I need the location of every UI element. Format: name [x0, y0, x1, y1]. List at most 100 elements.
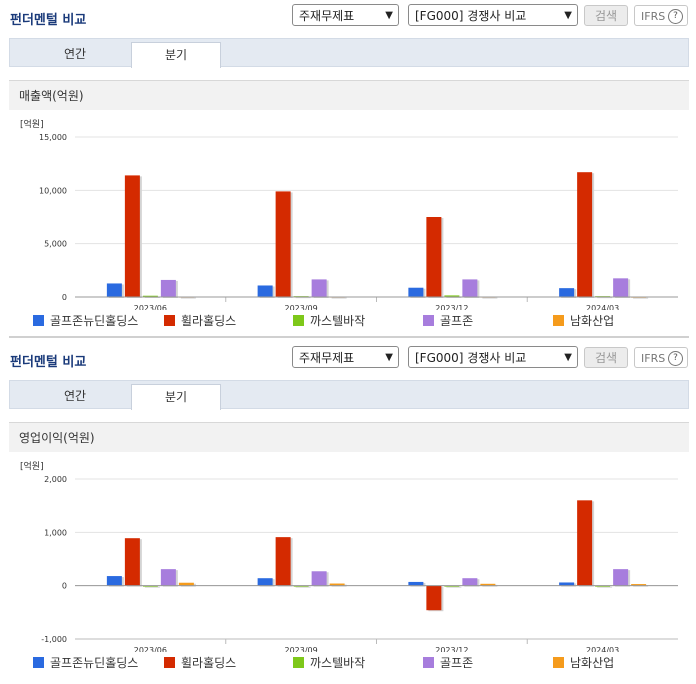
panel-header: 펀더멘털 비교 주재무제표 ▼ [FG000] 경쟁사 비교 ▼ 검색 IFRS…: [0, 342, 696, 374]
period-tabs: 연간 분기: [9, 38, 689, 68]
legend-item[interactable]: 골프존뉴딘홀딩스: [33, 312, 138, 330]
y-tick-label: -1,000: [41, 635, 67, 644]
legend-item[interactable]: 골프존: [423, 312, 473, 330]
tab-annual[interactable]: 연간: [63, 389, 87, 403]
x-tick-label: 2023/12: [435, 304, 468, 310]
legend-swatch: [33, 315, 44, 326]
legend-item[interactable]: 골프존뉴딘홀딩스: [33, 654, 138, 672]
bar[interactable]: [275, 191, 291, 297]
bar[interactable]: [106, 576, 122, 586]
ifrs-button[interactable]: IFRS ?: [634, 347, 688, 368]
legend-item[interactable]: 골프존: [423, 654, 473, 672]
bar[interactable]: [275, 537, 291, 586]
bar[interactable]: [160, 279, 176, 297]
compare-select-value: [FG000] 경쟁사 비교: [415, 9, 527, 23]
legend-label: 골프존뉴딘홀딩스: [50, 314, 139, 328]
statement-select-value: 주재무제표: [299, 9, 355, 23]
bar[interactable]: [106, 283, 122, 297]
bar[interactable]: [160, 569, 176, 586]
unit-label: [억원]: [20, 460, 44, 472]
bar[interactable]: [444, 295, 460, 297]
x-tick-label: 2023/09: [285, 646, 318, 652]
bar[interactable]: [311, 279, 327, 297]
bar[interactable]: [293, 585, 309, 587]
legend-label: 휠라홀딩스: [181, 314, 237, 328]
tab-quarterly[interactable]: 분기: [131, 42, 221, 68]
ifrs-label: IFRS: [641, 10, 666, 23]
bar-shadow: [144, 586, 160, 588]
bar[interactable]: [559, 582, 575, 586]
legend-label: 휠라홀딩스: [181, 656, 237, 670]
bar[interactable]: [559, 288, 575, 297]
bar-shadow: [482, 297, 498, 299]
panel-revenue: 펀더멘털 비교 주재무제표 ▼ [FG000] 경쟁사 비교 ▼ 검색 IFRS…: [9, 4, 689, 338]
bar[interactable]: [142, 295, 158, 297]
tab-annual[interactable]: 연간: [63, 47, 87, 61]
bar[interactable]: [577, 172, 593, 297]
bar[interactable]: [631, 584, 647, 586]
bar[interactable]: [124, 538, 140, 586]
revenue-chart: [억원] 0 5,000 10,000 15,000 2023/06 2023/09 2023…: [20, 118, 678, 310]
legend-item[interactable]: 까스텔바작: [293, 654, 365, 672]
bar[interactable]: [408, 287, 424, 297]
bar[interactable]: [142, 585, 158, 587]
help-icon[interactable]: ?: [668, 9, 683, 24]
x-tick-label: 2023/12: [435, 646, 468, 652]
x-tick-label: 2024/03: [586, 304, 619, 310]
bar-shadow: [331, 297, 347, 299]
legend-label: 까스텔바작: [310, 314, 366, 328]
statement-select[interactable]: 주재무제표 ▼: [292, 346, 399, 368]
page-title: 펀더멘털 비교: [10, 13, 87, 28]
bar-shadow: [295, 297, 311, 299]
bar[interactable]: [577, 500, 593, 586]
legend-swatch: [293, 315, 304, 326]
bar[interactable]: [329, 583, 345, 586]
legend-item[interactable]: 남화산업: [553, 312, 614, 330]
bar[interactable]: [426, 585, 442, 611]
search-button[interactable]: 검색: [584, 347, 628, 368]
page-title: 펀더멘털 비교: [10, 355, 87, 370]
y-tick-label: 1,000: [44, 528, 67, 537]
search-button[interactable]: 검색: [584, 5, 628, 26]
bar[interactable]: [480, 583, 496, 586]
chevron-down-icon: ▼: [564, 10, 572, 21]
bar[interactable]: [462, 279, 478, 297]
compare-select[interactable]: [FG000] 경쟁사 비교 ▼: [408, 4, 578, 26]
bar[interactable]: [124, 175, 140, 297]
bar[interactable]: [257, 285, 273, 297]
bar-shadow: [295, 586, 311, 588]
compare-select[interactable]: [FG000] 경쟁사 비교 ▼: [408, 346, 578, 368]
bar-shadow: [446, 586, 462, 588]
chart-legend: 골프존뉴딘홀딩스 휠라홀딩스 까스텔바작 골프존 남화산업: [0, 654, 696, 672]
bar[interactable]: [613, 278, 629, 297]
bar[interactable]: [408, 581, 424, 586]
help-icon[interactable]: ?: [668, 351, 683, 366]
bar[interactable]: [444, 585, 460, 587]
chevron-down-icon: ▼: [385, 352, 393, 363]
bar[interactable]: [462, 578, 478, 586]
panel-divider: [9, 336, 689, 338]
legend-item[interactable]: 휠라홀딩스: [164, 312, 236, 330]
bar[interactable]: [311, 571, 327, 586]
legend-label: 골프존: [440, 656, 474, 670]
tab-quarterly[interactable]: 분기: [131, 384, 221, 410]
statement-select[interactable]: 주재무제표 ▼: [292, 4, 399, 26]
panel-operating-profit: 펀더멘털 비교 주재무제표 ▼ [FG000] 경쟁사 비교 ▼ 검색 IFRS…: [0, 342, 696, 684]
legend-item[interactable]: 까스텔바작: [293, 312, 365, 330]
bar[interactable]: [178, 582, 194, 586]
bar[interactable]: [613, 569, 629, 586]
bar[interactable]: [426, 217, 442, 297]
legend-swatch: [33, 657, 44, 668]
bar[interactable]: [257, 578, 273, 586]
y-tick-label: 0: [62, 293, 67, 302]
legend-item[interactable]: 남화산업: [553, 654, 614, 672]
period-tabs: 연간 분기: [9, 380, 689, 410]
operating-profit-chart: [억원] -1,000 0 1,000 2,000 2023/06 2023/09 2023/…: [20, 460, 678, 652]
bar[interactable]: [595, 585, 611, 587]
ifrs-button[interactable]: IFRS ?: [634, 5, 688, 26]
x-tick-label: 2024/03: [586, 646, 619, 652]
y-tick-label: 10,000: [39, 186, 67, 195]
legend-item[interactable]: 휠라홀딩스: [164, 654, 236, 672]
legend-label: 골프존뉴딘홀딩스: [50, 656, 139, 670]
bar-shadow: [633, 297, 649, 299]
